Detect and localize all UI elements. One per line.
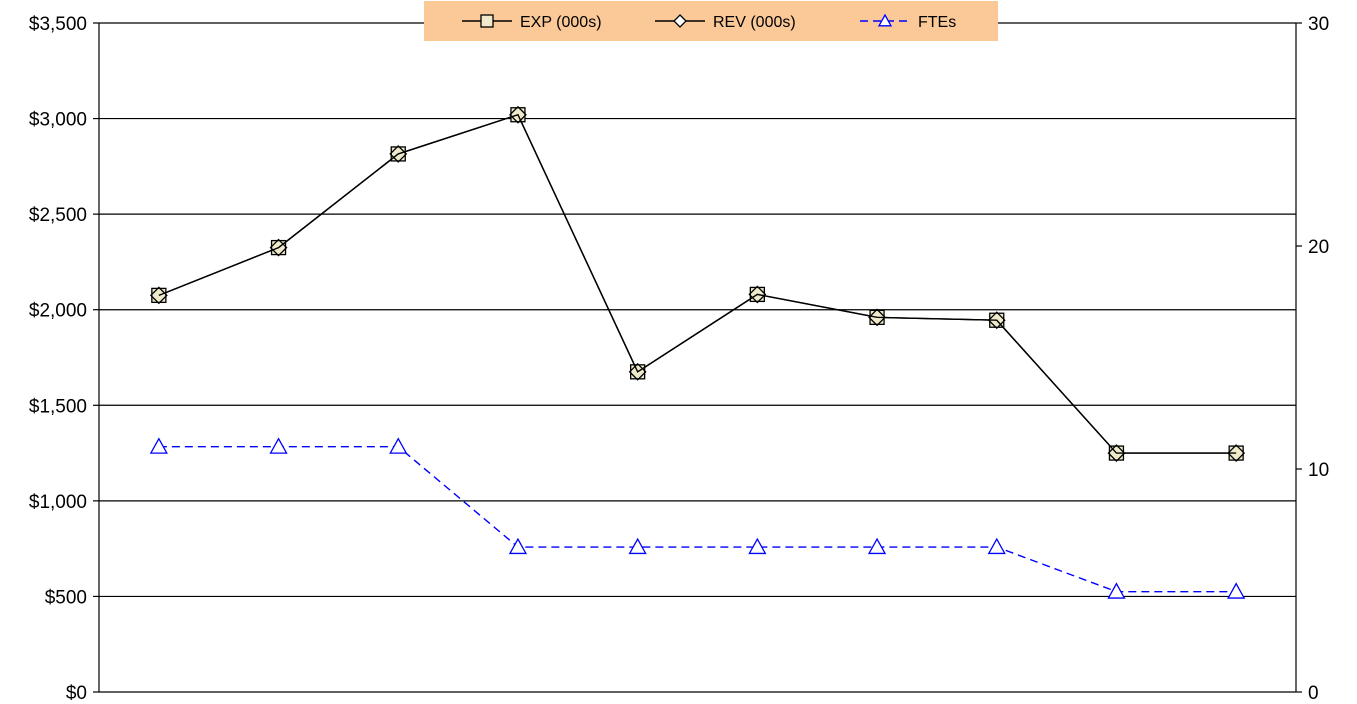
- data-point-diamond: [149, 286, 168, 305]
- left-tick-label: $3,500: [29, 14, 87, 35]
- data-point-diamond: [509, 105, 527, 124]
- data-point-triangle: [1227, 582, 1246, 599]
- data-point-diamond: [1227, 444, 1246, 462]
- gridlines: [99, 22, 1296, 598]
- legend-label: FTEs: [918, 14, 956, 31]
- legend-label: EXP (000s): [520, 14, 602, 31]
- data-point-diamond: [987, 311, 1006, 330]
- data-point-diamond: [1107, 444, 1126, 462]
- data-point-diamond: [628, 362, 647, 381]
- data-point-square: [480, 14, 494, 28]
- data-point-triangle: [867, 537, 887, 555]
- left-tick-label: $1,500: [29, 396, 87, 417]
- right-tick-label: 10: [1308, 460, 1329, 481]
- series-rev-000s: [149, 105, 1246, 462]
- series-line: [158, 113, 1237, 454]
- series-line: [158, 446, 1237, 593]
- data-point-triangle: [877, 13, 893, 27]
- series-ftes: [149, 437, 1246, 599]
- left-tick-label: $0: [66, 683, 87, 704]
- left-tick-label: $500: [45, 587, 87, 608]
- right-tick-label: 20: [1308, 237, 1329, 258]
- left-tick-label: $2,500: [29, 205, 87, 226]
- left-tick-label: $1,000: [29, 492, 87, 513]
- left-tick-label: $2,000: [29, 301, 87, 322]
- data-point-diamond: [748, 285, 767, 304]
- data-point-triangle: [508, 537, 528, 555]
- data-point-triangle: [389, 437, 408, 454]
- series-line: [158, 113, 1237, 454]
- data-point-triangle: [628, 537, 647, 555]
- data-point-diamond: [673, 14, 687, 28]
- series-exp-000s: [151, 107, 1244, 461]
- data-point-triangle: [987, 537, 1006, 555]
- data-point-triangle: [149, 437, 168, 454]
- data-point-diamond: [269, 238, 288, 257]
- right-tick-label: 30: [1308, 14, 1329, 35]
- left-axis-ticks: $0 $500 $1,000 $1,500 $2,000 $2,500 $3,000 $3,5…: [29, 14, 99, 704]
- series-layer: [149, 105, 1246, 599]
- data-point-triangle: [269, 437, 288, 454]
- data-point-triangle: [1107, 582, 1126, 599]
- data-point-diamond: [389, 145, 408, 163]
- legend: EXP (000s) REV (000s) FTEs: [424, 1, 998, 41]
- data-point-diamond: [868, 308, 886, 327]
- right-axis-ticks: 0 10 20 30: [1296, 14, 1329, 704]
- left-tick-label: $3,000: [29, 110, 87, 131]
- right-tick-label: 0: [1308, 683, 1319, 704]
- axes: [98, 23, 1297, 693]
- legend-label: REV (000s): [713, 14, 796, 31]
- data-point-triangle: [748, 537, 767, 555]
